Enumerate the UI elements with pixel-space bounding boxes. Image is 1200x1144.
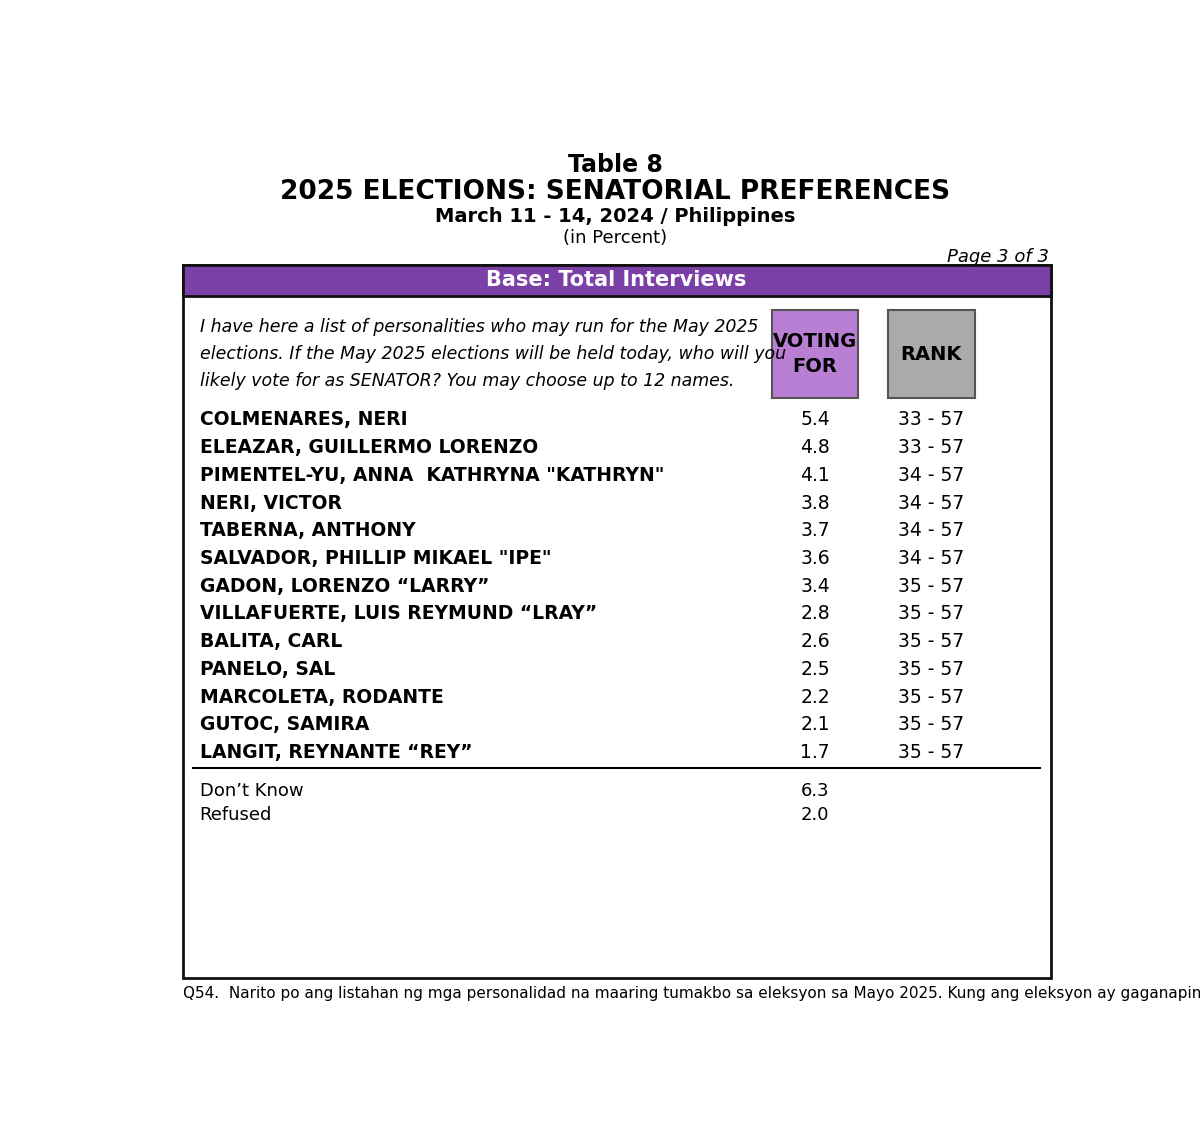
Text: Q54.  Narito po ang listahan ng mga personalidad na maaring tumakbo sa eleksyon : Q54. Narito po ang listahan ng mga perso… xyxy=(182,986,1200,1001)
Text: 4.1: 4.1 xyxy=(800,466,830,485)
Text: (in Percent): (in Percent) xyxy=(563,229,667,247)
Text: 35 - 57: 35 - 57 xyxy=(898,577,965,596)
Text: BALITA, CARL: BALITA, CARL xyxy=(199,633,342,651)
Text: 3.7: 3.7 xyxy=(800,522,829,540)
Text: 35 - 57: 35 - 57 xyxy=(898,688,965,707)
Bar xyxy=(772,310,858,398)
Text: NERI, VICTOR: NERI, VICTOR xyxy=(199,493,342,513)
Text: Table 8: Table 8 xyxy=(568,153,662,177)
Text: GADON, LORENZO “LARRY”: GADON, LORENZO “LARRY” xyxy=(199,577,488,596)
Text: Don’t Know: Don’t Know xyxy=(199,781,304,800)
Text: PIMENTEL-YU, ANNA  KATHRYNA "KATHRYN": PIMENTEL-YU, ANNA KATHRYNA "KATHRYN" xyxy=(199,466,664,485)
Text: 34 - 57: 34 - 57 xyxy=(898,493,965,513)
Text: ELEAZAR, GUILLERMO LORENZO: ELEAZAR, GUILLERMO LORENZO xyxy=(199,438,538,458)
Text: 2.0: 2.0 xyxy=(800,807,829,825)
Bar xyxy=(182,265,1050,978)
Text: LANGIT, REYNANTE “REY”: LANGIT, REYNANTE “REY” xyxy=(199,742,472,762)
Text: 3.4: 3.4 xyxy=(800,577,830,596)
Bar xyxy=(182,265,1050,296)
Text: 4.8: 4.8 xyxy=(800,438,830,458)
Text: 35 - 57: 35 - 57 xyxy=(898,742,965,762)
Text: 33 - 57: 33 - 57 xyxy=(898,438,965,458)
Text: I have here a list of personalities who may run for the May 2025
elections. If t: I have here a list of personalities who … xyxy=(199,318,786,390)
Text: March 11 - 14, 2024 / Philippines: March 11 - 14, 2024 / Philippines xyxy=(434,207,796,227)
Text: GUTOC, SAMIRA: GUTOC, SAMIRA xyxy=(199,715,368,734)
Text: MARCOLETA, RODANTE: MARCOLETA, RODANTE xyxy=(199,688,443,707)
Text: 2.6: 2.6 xyxy=(800,633,829,651)
Text: 34 - 57: 34 - 57 xyxy=(898,522,965,540)
Text: 35 - 57: 35 - 57 xyxy=(898,604,965,623)
Text: 2.1: 2.1 xyxy=(800,715,829,734)
Text: 2.8: 2.8 xyxy=(800,604,829,623)
Text: Refused: Refused xyxy=(199,807,272,825)
Text: TABERNA, ANTHONY: TABERNA, ANTHONY xyxy=(199,522,415,540)
Text: 33 - 57: 33 - 57 xyxy=(898,411,965,429)
Text: 5.4: 5.4 xyxy=(800,411,830,429)
Bar xyxy=(888,310,974,398)
Text: 1.7: 1.7 xyxy=(800,742,829,762)
Text: 2.2: 2.2 xyxy=(800,688,829,707)
Text: 3.6: 3.6 xyxy=(800,549,829,567)
Text: 34 - 57: 34 - 57 xyxy=(898,549,965,567)
Text: PANELO, SAL: PANELO, SAL xyxy=(199,660,335,678)
Text: VILLAFUERTE, LUIS REYMUND “LRAY”: VILLAFUERTE, LUIS REYMUND “LRAY” xyxy=(199,604,596,623)
Text: COLMENARES, NERI: COLMENARES, NERI xyxy=(199,411,407,429)
Text: Page 3 of 3: Page 3 of 3 xyxy=(947,248,1049,267)
Text: 35 - 57: 35 - 57 xyxy=(898,660,965,678)
Text: Base: Total Interviews: Base: Total Interviews xyxy=(486,270,746,291)
Text: RANK: RANK xyxy=(900,344,962,364)
Text: 2.5: 2.5 xyxy=(800,660,829,678)
Text: SALVADOR, PHILLIP MIKAEL "IPE": SALVADOR, PHILLIP MIKAEL "IPE" xyxy=(199,549,551,567)
Text: 2025 ELECTIONS: SENATORIAL PREFERENCES: 2025 ELECTIONS: SENATORIAL PREFERENCES xyxy=(280,178,950,205)
Text: 6.3: 6.3 xyxy=(800,781,829,800)
Text: 34 - 57: 34 - 57 xyxy=(898,466,965,485)
Text: VOTING
FOR: VOTING FOR xyxy=(773,332,857,376)
Text: 3.8: 3.8 xyxy=(800,493,829,513)
Bar xyxy=(182,265,1050,296)
Text: 35 - 57: 35 - 57 xyxy=(898,633,965,651)
Text: 35 - 57: 35 - 57 xyxy=(898,715,965,734)
